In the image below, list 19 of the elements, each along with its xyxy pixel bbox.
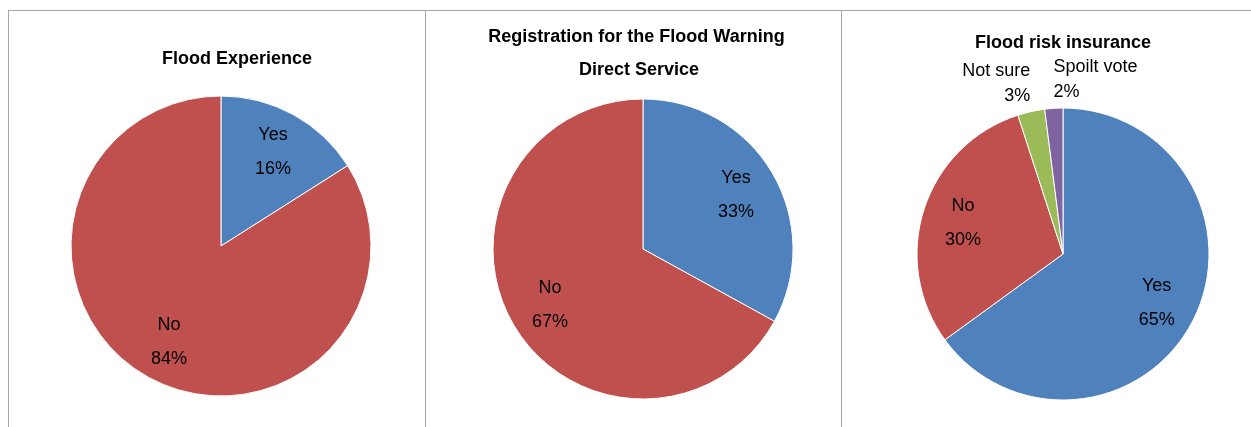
- slice-label: Yes: [258, 124, 288, 145]
- slice-label: No: [157, 313, 181, 334]
- data-label: 65%: [1138, 308, 1175, 329]
- data-label: 16%: [255, 158, 292, 179]
- data-label: 2%: [1053, 81, 1080, 102]
- data-label: 67%: [532, 310, 569, 331]
- chart-title: Flood Experience: [161, 47, 313, 68]
- slice-label: Yes: [721, 167, 751, 188]
- data-label: 33%: [717, 201, 754, 222]
- slice-label: Yes: [1141, 274, 1172, 295]
- data-label: 3%: [1004, 84, 1031, 105]
- slice-label: No: [951, 194, 975, 215]
- slice-label: No: [538, 276, 562, 297]
- slice-label: Not sure: [962, 59, 1031, 80]
- data-label: 84%: [150, 347, 187, 368]
- chart-title: Registration for the Flood Warning Direct Service: [488, 25, 790, 79]
- slice-label: Spoilt vote: [1053, 56, 1138, 77]
- data-label: 30%: [945, 228, 982, 249]
- chart-title: Flood risk insurance: [974, 31, 1152, 52]
